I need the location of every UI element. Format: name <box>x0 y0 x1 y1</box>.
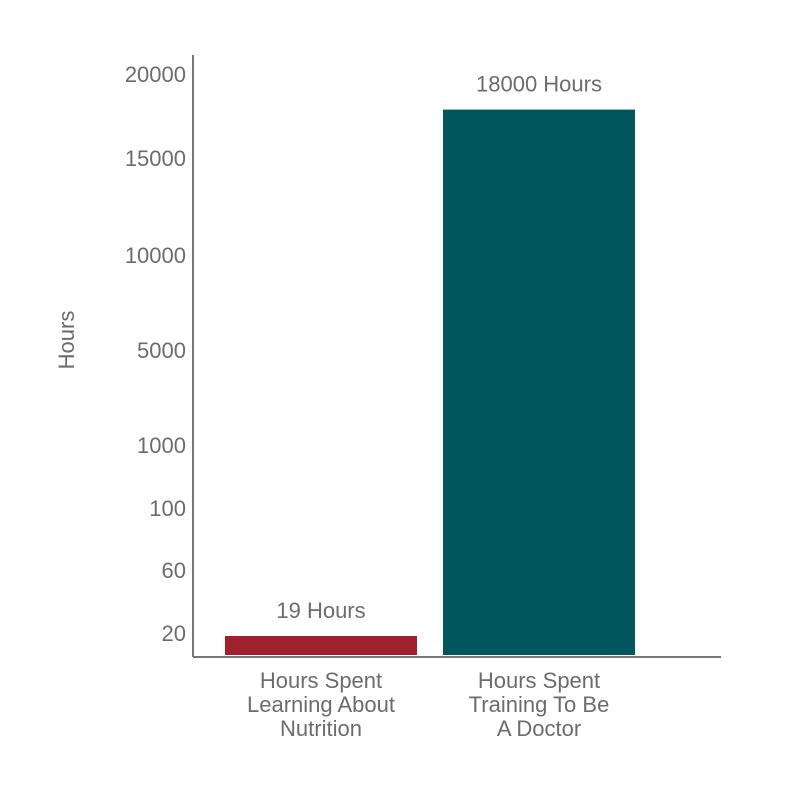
y-tick-label: 20000 <box>125 62 186 87</box>
x-tick-label: Hours Spent Learning About Nutrition <box>246 668 396 741</box>
y-tick-label: 20 <box>162 621 186 646</box>
y-tick-label: 15000 <box>125 146 186 171</box>
y-tick-label: 5000 <box>137 338 186 363</box>
y-tick-label: 10000 <box>125 243 186 268</box>
x-tick-label: Hours Spent Training To Be A Doctor <box>468 668 610 741</box>
y-axis-label: Hours <box>54 311 79 370</box>
y-tick-label: 60 <box>162 558 186 583</box>
bar <box>225 636 417 655</box>
value-label: 19 Hours <box>276 598 365 623</box>
bar <box>443 109 635 656</box>
value-label: 18000 Hours <box>476 71 602 96</box>
y-tick-label: 1000 <box>137 433 186 458</box>
y-tick-label: 100 <box>149 496 186 521</box>
